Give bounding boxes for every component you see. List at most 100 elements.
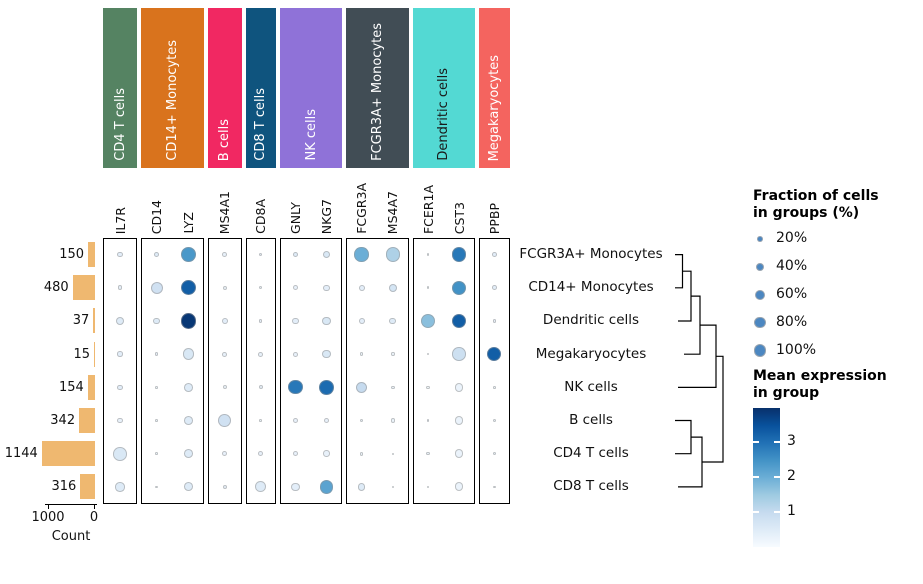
- count-bar-row: 154: [0, 371, 95, 404]
- dot: [182, 348, 194, 360]
- dot: [426, 452, 430, 456]
- count-axis-tick-label: 0: [89, 510, 99, 525]
- dot: [354, 247, 369, 262]
- count-value: 480: [43, 280, 69, 296]
- colorbar-tick-label: 1: [787, 502, 796, 519]
- dot: [183, 416, 193, 425]
- dot: [452, 347, 466, 361]
- dot: [291, 482, 300, 491]
- count-value: 154: [59, 379, 84, 395]
- dot: [154, 251, 160, 258]
- dot: [155, 452, 159, 456]
- dot: [389, 317, 397, 325]
- group-header-label: NK cells: [303, 109, 319, 161]
- dot: [322, 250, 331, 259]
- dot: [385, 247, 400, 262]
- dot: [426, 385, 430, 389]
- row-label: CD14+ Monocytes: [528, 279, 654, 296]
- gene-label: FCGR3A: [351, 172, 373, 234]
- dot: [492, 319, 496, 323]
- dot: [451, 247, 467, 263]
- count-axis-tick: [94, 505, 95, 509]
- gene-group-box: [280, 238, 342, 504]
- dot: [222, 484, 227, 490]
- gene-label: FCER1A: [417, 172, 439, 234]
- count-bar-row: 1144: [0, 437, 95, 470]
- count-value: 37: [72, 313, 90, 329]
- colorbar-tick-dash: [773, 441, 780, 444]
- gene-group-box: [245, 238, 276, 504]
- count-value: 15: [73, 346, 90, 362]
- dot: [258, 385, 263, 390]
- dot: [155, 419, 159, 422]
- group-header-label: FCGR3A+ Monocytes: [369, 23, 385, 161]
- dot: [117, 417, 123, 424]
- fraction-legend-label: 40%: [776, 257, 808, 274]
- group-header-label: CD4 T cells: [112, 88, 128, 161]
- gene-label-text: CD14: [149, 199, 165, 234]
- dot: [388, 283, 397, 292]
- row-label: CD4 T cells: [553, 445, 629, 462]
- count-bar-row: 316: [0, 470, 95, 503]
- count-axis-tick: [48, 505, 49, 509]
- dot: [180, 280, 196, 296]
- count-bar-row: 342: [0, 404, 95, 437]
- expression-legend-title-line1: Mean expression: [753, 368, 887, 384]
- fraction-legend-dot: [753, 344, 767, 357]
- group-header: Megakaryocytes: [479, 8, 510, 168]
- dot: [420, 313, 436, 329]
- gene-label: GNLY: [285, 172, 307, 234]
- group-header: FCGR3A+ Monocytes: [346, 8, 409, 168]
- dot: [222, 285, 227, 290]
- gene-label: MS4A1: [214, 172, 236, 234]
- group-header: Dendritic cells: [412, 8, 475, 168]
- gene-label-text: MS4A7: [385, 190, 401, 234]
- group-header: NK cells: [280, 8, 342, 168]
- dot: [292, 417, 299, 424]
- count-bar: [80, 474, 95, 500]
- fraction-legend-dot: [755, 262, 765, 271]
- colorbar-tick-dash: [752, 510, 759, 513]
- dot: [115, 482, 125, 492]
- dot: [155, 352, 159, 356]
- count-bar: [79, 408, 95, 434]
- dot: [259, 419, 263, 422]
- colorbar-tick-dash: [773, 476, 780, 478]
- count-axis-tick-label: 1000: [31, 510, 65, 525]
- count-bar-row: 15: [0, 338, 95, 371]
- dot: [492, 386, 496, 389]
- gene-label: NKG7: [316, 172, 338, 234]
- dot: [323, 284, 330, 291]
- dot: [451, 280, 467, 295]
- dot: [288, 380, 303, 395]
- dot: [222, 252, 228, 257]
- dot: [322, 316, 331, 326]
- fraction-legend-label: 20%: [776, 230, 808, 246]
- count-value: 342: [50, 413, 76, 429]
- gene-label-text: PPBP: [486, 202, 502, 234]
- dot: [360, 419, 364, 423]
- count-value: 150: [59, 247, 85, 263]
- dendrogram: [675, 254, 724, 488]
- dot: [258, 451, 264, 457]
- dot: [426, 286, 430, 290]
- count-bar: [88, 242, 95, 268]
- expression-legend-title-line2: in group: [753, 385, 820, 401]
- dot: [115, 316, 125, 326]
- gene-label: PPBP: [483, 172, 505, 234]
- fraction-legend-title-line1: Fraction of cells: [753, 188, 879, 204]
- gene-label-text: LYZ: [180, 212, 196, 234]
- group-header-label: B cells: [217, 118, 233, 161]
- dot: [150, 281, 163, 294]
- dot: [292, 317, 299, 325]
- dot: [487, 347, 502, 362]
- dot: [358, 317, 365, 324]
- fraction-legend-title-line2: in groups (%): [753, 205, 860, 221]
- dot: [322, 350, 331, 359]
- dot: [319, 379, 334, 395]
- group-header: B cells: [208, 8, 242, 168]
- fraction-legend-label: 80%: [776, 313, 808, 330]
- dot: [292, 251, 299, 258]
- dot: [492, 419, 496, 423]
